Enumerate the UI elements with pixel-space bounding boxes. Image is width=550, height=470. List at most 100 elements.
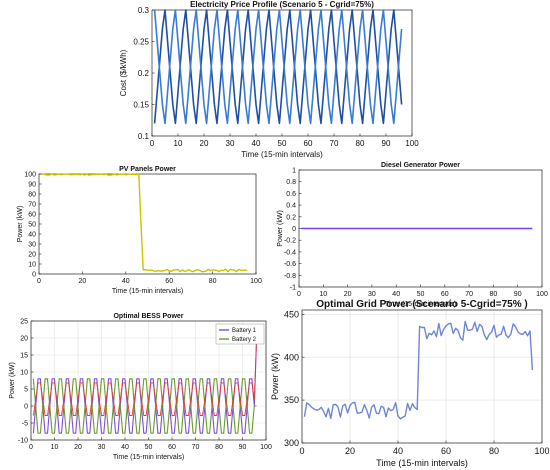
chart-diesel: 0 10 20 30 40 50 60 70 80 90 100-1-0.8-0.6-0.4-0.2…: [277, 162, 548, 308]
x-tick-label: 30: [368, 291, 376, 298]
battery-2-series: [32, 378, 257, 434]
x-tick-label: 0: [150, 139, 155, 148]
x-tick-label: 50: [278, 139, 287, 148]
chart-pv: 0 20 40 60 80 100 0 10 20 30 40 50 60 70 80 90 100 PV Pan…: [17, 166, 262, 295]
y-tick-label: -5: [22, 420, 28, 427]
x-tick-label: 100: [405, 139, 419, 148]
plot-area: [39, 174, 256, 274]
x-tick-label: 0: [299, 446, 304, 456]
y-tick-label: 450: [284, 309, 299, 319]
y-tick-label: 30: [28, 241, 36, 248]
x-tick-label: 20: [200, 139, 209, 148]
x-tick-label: 20: [79, 278, 87, 285]
y-tick-label: -0.6: [284, 261, 296, 268]
x-tick-label: 50: [145, 444, 153, 451]
y-tick-label: 90: [28, 181, 36, 188]
grid-series: [303, 320, 534, 420]
x-tick-label: 60: [441, 446, 451, 456]
y-tick-label: 0.2: [138, 69, 150, 78]
y-axis-label: Power (kW): [17, 206, 24, 243]
y-tick-label: 50: [28, 221, 36, 228]
x-tick-label: 60: [441, 291, 449, 298]
x-tick-label: 70: [330, 139, 339, 148]
y-tick-label: 20: [28, 251, 36, 258]
x-tick-label: 100: [260, 444, 272, 451]
x-tick-label: 40: [393, 446, 403, 456]
x-tick-label: 100: [534, 446, 549, 456]
y-tick-label: 15: [20, 352, 28, 359]
y-tick-label: 0: [24, 403, 28, 410]
chart-title: PV Panels Power: [119, 166, 176, 173]
y-tick-label: 0: [292, 226, 296, 233]
x-tick-label: 60: [304, 139, 313, 148]
price-series-1: [153, 9, 403, 125]
y-tick-label: -0.8: [284, 273, 296, 280]
x-tick-label: 30: [98, 444, 106, 451]
x-tick-label: 20: [345, 446, 355, 456]
y-tick-label: 100: [24, 171, 36, 178]
x-tick-label: 40: [122, 278, 130, 285]
chart-grid: 0 20 40 60 80 100 300 350 400 450 Optimal Grid Pow…: [270, 299, 550, 468]
y-tick-label: 1: [292, 167, 296, 174]
x-tick-label: 40: [121, 444, 129, 451]
y-tick-label: -0.2: [284, 238, 296, 245]
y-tick-label: 0.6: [286, 191, 296, 198]
x-tick-label: 80: [489, 446, 499, 456]
battery-1-series: [32, 337, 258, 434]
x-tick-label: 40: [252, 139, 261, 148]
x-tick-label: 10: [51, 444, 59, 451]
y-tick-label: 0.3: [138, 6, 150, 15]
y-tick-label: -10: [18, 437, 28, 444]
x-tick-label: 30: [226, 139, 235, 148]
x-tick-label: 80: [356, 139, 365, 148]
x-tick-label: 50: [417, 291, 425, 298]
x-tick-label: 90: [514, 291, 522, 298]
x-tick-label: 70: [192, 444, 200, 451]
bess-red-series: [32, 337, 258, 416]
x-tick-label: 90: [382, 139, 391, 148]
chart-title: Electricity Price Profile (Scenario 5 - …: [190, 0, 374, 9]
chart-title: Optimal BESS Power: [113, 313, 183, 320]
x-axis-label: Time (15-min intervals): [385, 301, 456, 308]
x-tick-label: 80: [215, 444, 223, 451]
x-axis-label: Time (15-min intervals): [376, 458, 468, 468]
y-tick-label: -1: [290, 284, 296, 291]
x-tick-label: 0: [297, 291, 301, 298]
chart-title: Optimal Grid Power (Scenario 5-Cgrid=75%…: [316, 299, 527, 310]
x-tick-label: 60: [168, 444, 176, 451]
price-series-2: [153, 9, 403, 125]
x-tick-label: 0: [29, 444, 33, 451]
y-tick-label: 20: [20, 335, 28, 342]
chart-title: Diesel Generator Power: [381, 162, 460, 169]
y-axis-label: Power (kW): [270, 353, 280, 400]
y-tick-label: 400: [284, 352, 299, 362]
x-tick-label: 10: [174, 139, 183, 148]
y-tick-label: 60: [28, 211, 36, 218]
x-axis-label: Time (15-min intervals): [241, 150, 323, 159]
y-tick-label: 300: [284, 438, 299, 448]
y-tick-label: 10: [28, 261, 36, 268]
x-tick-label: 40: [392, 291, 400, 298]
x-tick-label: 70: [465, 291, 473, 298]
legend-label-battery-2: Battery 2: [232, 337, 257, 343]
x-tick-label: 100: [250, 278, 262, 285]
chart-price: 0 10 20 30 40 50 60 70 80 90 100 0.1 0.15 0.2 0.25 0.3 E…: [119, 0, 419, 159]
y-tick-label: 350: [284, 395, 299, 405]
axes-frame: [30, 320, 267, 441]
legend: Battery 1 Battery 2: [215, 323, 265, 345]
x-tick-label: 100: [536, 291, 548, 298]
x-tick-label: 20: [74, 444, 82, 451]
y-tick-label: 25: [20, 318, 28, 325]
y-axis-label: Power (kW): [277, 210, 284, 247]
x-tick-label: 80: [490, 291, 498, 298]
y-tick-label: 0.1: [138, 132, 150, 141]
y-tick-label: 0.2: [286, 214, 296, 221]
x-tick-label: 60: [165, 278, 173, 285]
axes-frame: [38, 173, 257, 275]
y-tick-label: 0.8: [286, 179, 296, 186]
legend-label-battery-1: Battery 1: [232, 328, 257, 334]
y-axis-label: Cost ($/kWh): [119, 49, 128, 96]
x-tick-label: 80: [209, 278, 217, 285]
x-tick-label: 20: [344, 291, 352, 298]
